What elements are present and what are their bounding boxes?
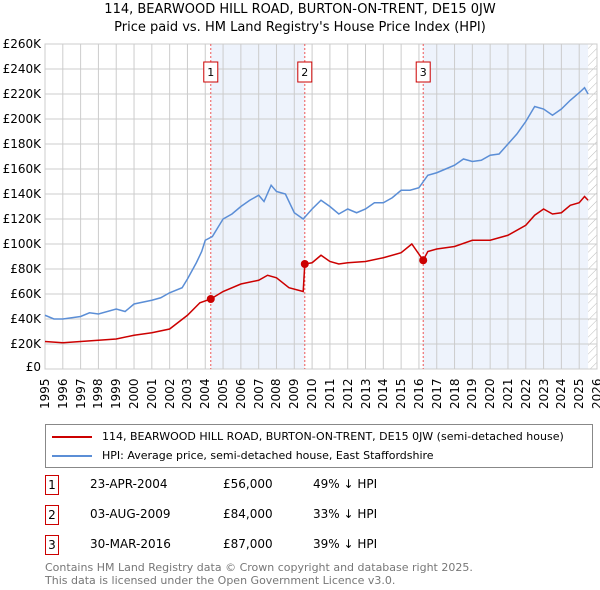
x-tick-label: 1999 (109, 378, 124, 409)
y-tick-label: £160K (3, 162, 43, 176)
y-tick-label: £60K (10, 287, 42, 301)
footer-copyright: Contains HM Land Registry data © Crown c… (45, 561, 473, 574)
y-tick-label: £100K (3, 237, 43, 251)
sale-label-box (203, 61, 219, 83)
x-tick-label: 1995 (38, 378, 52, 409)
x-tick-label: 2004 (198, 378, 213, 409)
x-tick-label: 2018 (447, 378, 462, 409)
sale-hpi-delta: 33% ↓ HPI (313, 507, 378, 521)
y-tick-label: £140K (3, 187, 43, 201)
x-tick-label: 2025 (572, 378, 587, 409)
x-tick-label: 2020 (483, 378, 498, 409)
shaded-period (423, 44, 589, 369)
x-tick-label: 2013 (358, 378, 373, 409)
x-tick-label: 2000 (127, 378, 142, 409)
shaded-period (210, 44, 305, 369)
sale-row: 3 30-MAR-2016 £87,000 39% ↓ HPI (45, 535, 445, 555)
sale-marker-badge: 1 (45, 475, 59, 495)
sale-label: 1 (207, 66, 214, 79)
y-tick-label: £20K (10, 337, 42, 351)
sale-point (300, 260, 309, 268)
sale-point (419, 256, 428, 265)
sale-label: 2 (301, 66, 308, 79)
legend: 114, BEARWOOD HILL ROAD, BURTON-ON-TRENT… (45, 424, 593, 468)
sale-row: 2 03-AUG-2009 £84,000 33% ↓ HPI (45, 505, 445, 525)
y-tick-label: £240K (3, 62, 43, 76)
sale-label: 3 (420, 66, 427, 79)
sale-price: £84,000 (223, 507, 273, 521)
y-tick-label: £40K (10, 312, 42, 326)
footer-licence: This data is licensed under the Open Gov… (45, 574, 396, 587)
sale-date: 23-APR-2004 (90, 477, 168, 491)
x-tick-label: 2023 (536, 378, 551, 409)
sale-date: 30-MAR-2016 (90, 537, 171, 551)
x-tick-label: 2003 (180, 378, 195, 409)
y-tick-label: £180K (3, 137, 43, 151)
x-tick-label: 2007 (251, 378, 266, 409)
chart-subtitle: Price paid vs. HM Land Registry's House … (114, 20, 486, 35)
sale-hpi-delta: 49% ↓ HPI (313, 477, 378, 491)
sale-row: 1 23-APR-2004 £56,000 49% ↓ HPI (45, 475, 445, 495)
x-tick-label: 2006 (233, 378, 248, 409)
sale-marker-badge: 2 (45, 505, 59, 525)
x-tick-label: 2002 (162, 378, 177, 409)
x-tick-label: 2008 (269, 378, 284, 409)
chart-title: 114, BEARWOOD HILL ROAD, BURTON-ON-TRENT… (104, 2, 496, 17)
x-tick-label: 1997 (73, 378, 88, 409)
legend-red-line (52, 436, 92, 438)
y-tick-label: £200K (3, 112, 43, 126)
price-chart: £0 £20K £40K £60K £80K £100K £120K £140K £160K £1… (3, 37, 598, 374)
sale-point (206, 295, 215, 303)
x-tick-label: 2022 (518, 378, 533, 409)
y-tick-label: £120K (3, 212, 43, 226)
x-tick-label: 2011 (322, 378, 337, 409)
x-tick-label: 2016 (411, 378, 426, 409)
sale-label-box (415, 61, 431, 83)
y-tick-label: £260K (3, 37, 43, 51)
x-tick-label: 1998 (91, 378, 106, 409)
x-tick-label: 2021 (500, 378, 515, 409)
property-line (44, 195, 589, 344)
sale-label-box (297, 61, 313, 83)
footer: Contains HM Land Registry data © Crown c… (45, 561, 473, 587)
x-tick-label: 2005 (216, 378, 231, 409)
x-tick-label: 1996 (55, 378, 70, 409)
x-tick-label: 2009 (287, 378, 302, 409)
sale-date: 03-AUG-2009 (90, 507, 171, 521)
x-tick-label: 2026 (590, 378, 600, 409)
sale-price: £87,000 (223, 537, 273, 551)
legend-property: 114, BEARWOOD HILL ROAD, BURTON-ON-TRENT… (102, 430, 564, 443)
x-tick-label: 2012 (340, 378, 355, 409)
sale-hpi-delta: 39% ↓ HPI (313, 537, 378, 551)
sale-marker-badge: 3 (45, 535, 59, 555)
legend-blue-line (52, 455, 92, 457)
sale-price: £56,000 (223, 477, 273, 491)
x-tick-label: 2017 (429, 378, 444, 409)
y-tick-label: £0 (26, 360, 41, 374)
plot-frame (44, 43, 598, 370)
legend-hpi: HPI: Average price, semi-detached house,… (102, 449, 434, 462)
y-tick-label: £80K (10, 262, 42, 276)
hpi-line (44, 86, 589, 320)
x-tick-label: 2015 (394, 378, 409, 409)
x-tick-label: 2019 (465, 378, 480, 409)
x-tick-label: 2001 (144, 378, 159, 409)
x-tick-label: 2010 (305, 378, 320, 409)
x-tick-label: 2014 (376, 378, 391, 409)
future-hatch (588, 44, 597, 369)
y-tick-label: £220K (3, 87, 43, 101)
x-tick-label: 2024 (554, 378, 569, 409)
